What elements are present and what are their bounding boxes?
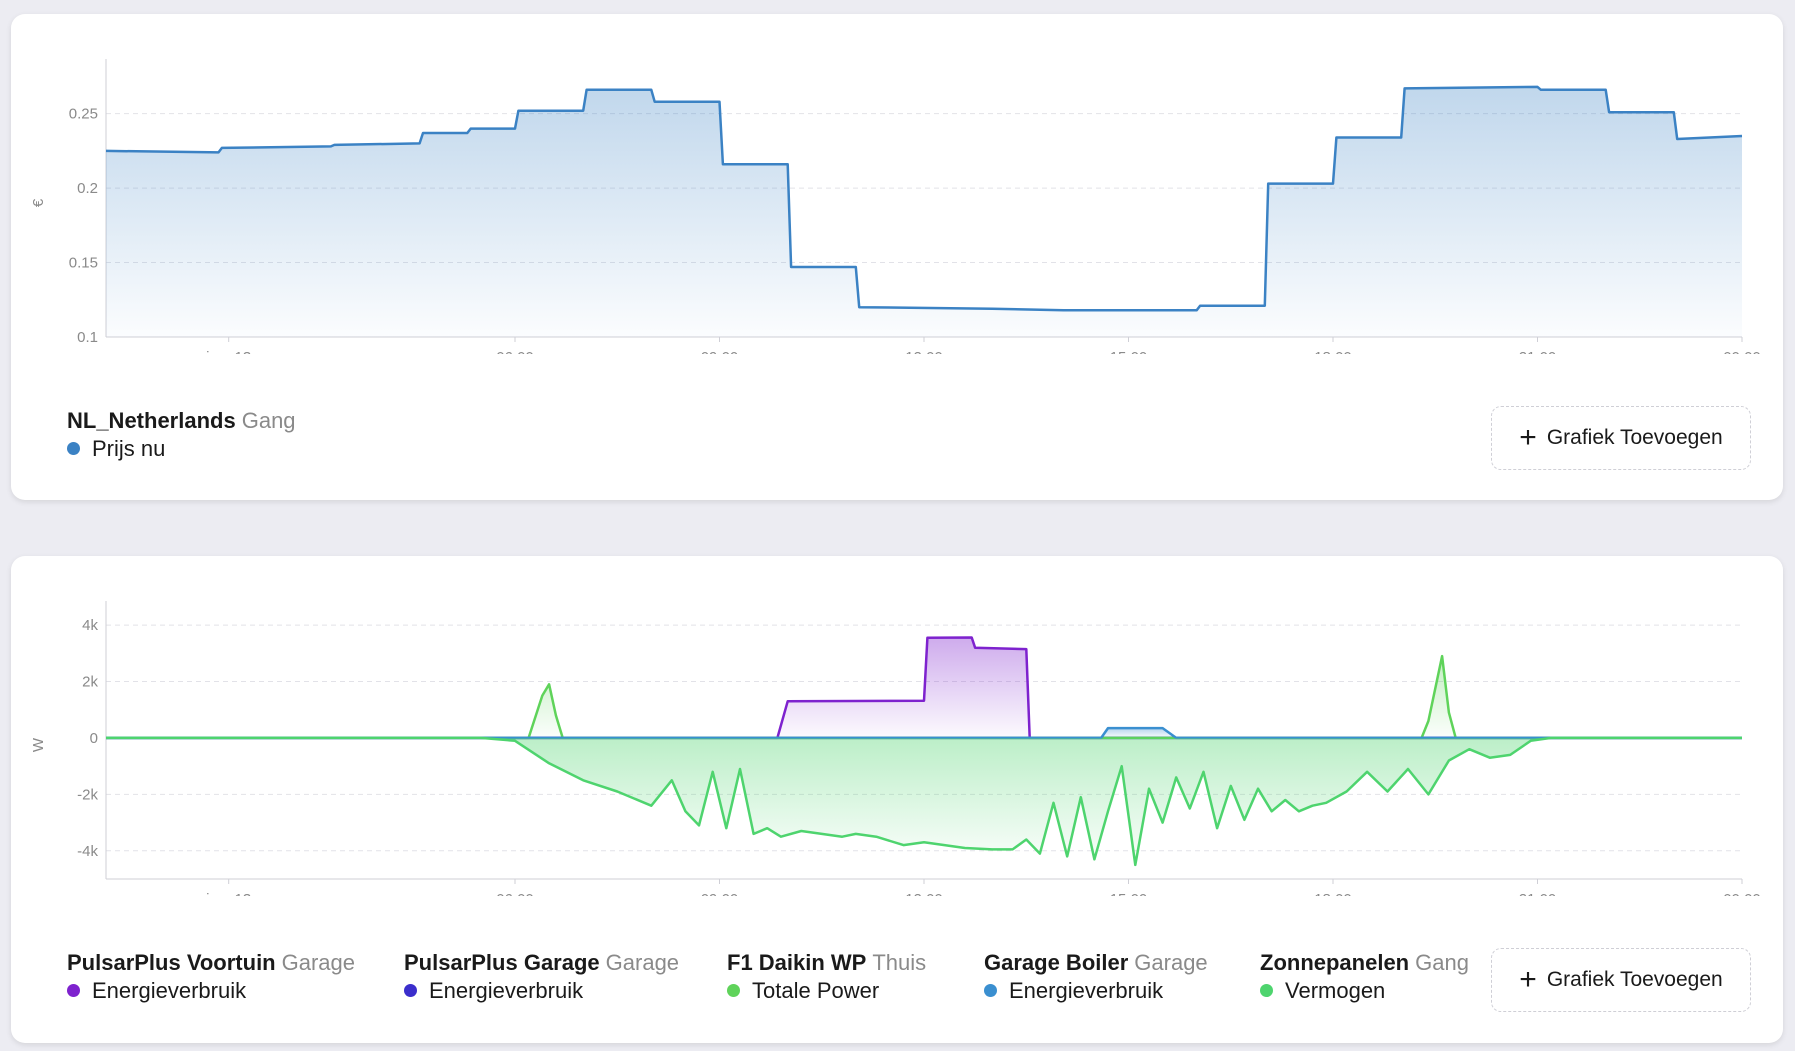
legend-dot-icon bbox=[67, 984, 80, 998]
legend-title: PulsarPlus Voortuin Garage bbox=[67, 950, 355, 976]
legend-area-name: Thuis bbox=[872, 950, 927, 975]
legend-area-name: Gang bbox=[241, 408, 296, 433]
legend-entity-name: NL_Netherlands bbox=[67, 408, 236, 433]
legend-item[interactable]: Energieverbruik bbox=[984, 978, 1208, 1004]
x-tick-label: 15:00 bbox=[1110, 891, 1148, 896]
legend-title: F1 Daikin WP Thuis bbox=[727, 950, 926, 976]
legend-group[interactable]: Garage Boiler Garage Energieverbruik bbox=[984, 950, 1208, 1004]
series-area bbox=[106, 637, 1742, 738]
legend-dot-icon bbox=[67, 442, 80, 456]
legend-title: Zonnepanelen Gang bbox=[1260, 950, 1469, 976]
series-line bbox=[106, 736, 1742, 867]
add-graph-button[interactable]: + Grafiek Toevoegen bbox=[1491, 948, 1751, 1012]
plus-icon: + bbox=[1519, 963, 1537, 996]
x-tick-label: 00:00 bbox=[1723, 349, 1761, 354]
y-tick-label: 0.2 bbox=[77, 180, 98, 197]
x-tick-label: 09:00 bbox=[701, 891, 739, 896]
power-chart[interactable]: -4k -2k 0 2k 4k jun. 13 06:00 09:00 12:00 15:00 18… bbox=[11, 556, 1783, 896]
legend-area-name: Garage bbox=[605, 950, 680, 975]
x-tick-label: jun. 13 bbox=[205, 891, 251, 896]
legend-item-label: Energieverbruik bbox=[92, 978, 247, 1003]
price-chart-card: 0.1 0.15 0.2 0.25 jun. 13 06:00 09:00 12:00 15:0… bbox=[11, 14, 1783, 500]
legend-item-label: Totale Power bbox=[752, 978, 880, 1003]
y-tick-label: 0.1 bbox=[77, 329, 98, 346]
legend-item[interactable]: Energieverbruik bbox=[67, 978, 355, 1004]
series-line bbox=[106, 726, 1742, 740]
x-tick-label: jun. 13 bbox=[205, 349, 251, 354]
legend-title: PulsarPlus Garage Garage bbox=[404, 950, 679, 976]
x-tick-label: 15:00 bbox=[1110, 349, 1148, 354]
x-tick-label: 21:00 bbox=[1519, 891, 1557, 896]
legend-group[interactable]: Zonnepanelen Gang Vermogen bbox=[1260, 950, 1469, 1004]
y-tick-label: 0.25 bbox=[69, 106, 98, 123]
legend-dot-icon bbox=[984, 984, 997, 998]
legend-group[interactable]: NL_Netherlands Gang Prijs nu bbox=[67, 408, 296, 462]
y-tick-label: -2k bbox=[77, 786, 98, 803]
series-line bbox=[105, 85, 1743, 312]
legend-dot-icon bbox=[727, 984, 740, 998]
legend-entity-name: Garage Boiler bbox=[984, 950, 1129, 975]
legend-dot-icon bbox=[1260, 984, 1273, 998]
legend-group[interactable]: PulsarPlus Voortuin Garage Energieverbruik bbox=[67, 950, 355, 1004]
add-graph-label: Grafiek Toevoegen bbox=[1546, 968, 1723, 991]
legend-title: Garage Boiler Garage bbox=[984, 950, 1208, 976]
x-tick-label: 18:00 bbox=[1314, 349, 1352, 354]
legend-entity-name: PulsarPlus Voortuin bbox=[67, 950, 276, 975]
y-tick-label: 0.15 bbox=[69, 255, 98, 272]
series-area bbox=[106, 737, 1742, 865]
legend-area-name: Gang bbox=[1415, 950, 1469, 975]
x-tick-label: 12:00 bbox=[905, 349, 943, 354]
legend-group[interactable]: PulsarPlus Garage Garage Energieverbruik bbox=[404, 950, 679, 1004]
x-tick-label: 09:00 bbox=[701, 349, 739, 354]
legend-item[interactable]: Vermogen bbox=[1260, 978, 1469, 1004]
power-chart-card: -4k -2k 0 2k 4k jun. 13 06:00 09:00 12:00 15:00 18… bbox=[11, 556, 1783, 1043]
legend-item-label: Vermogen bbox=[1285, 978, 1386, 1003]
add-graph-button[interactable]: + Grafiek Toevoegen bbox=[1491, 406, 1751, 470]
legend-item[interactable]: Prijs nu bbox=[67, 436, 296, 462]
price-chart[interactable]: 0.1 0.15 0.2 0.25 jun. 13 06:00 09:00 12:00 15:0… bbox=[11, 14, 1783, 354]
y-tick-label: 2k bbox=[82, 674, 98, 691]
legend-entity-name: Zonnepanelen bbox=[1260, 950, 1410, 975]
add-graph-label: Grafiek Toevoegen bbox=[1546, 426, 1723, 449]
legend-entity-name: F1 Daikin WP bbox=[727, 950, 867, 975]
x-tick-label: 06:00 bbox=[496, 349, 534, 354]
x-tick-label: 00:00 bbox=[1723, 891, 1761, 896]
legend-area-name: Garage bbox=[1134, 950, 1208, 975]
y-tick-label: -4k bbox=[77, 843, 98, 860]
x-tick-label: 06:00 bbox=[496, 891, 534, 896]
legend-entity-name: PulsarPlus Garage bbox=[404, 950, 600, 975]
legend-area-name: Garage bbox=[281, 950, 356, 975]
legend-item[interactable]: Totale Power bbox=[727, 978, 926, 1004]
x-tick-label: 21:00 bbox=[1519, 349, 1557, 354]
legend-item[interactable]: Energieverbruik bbox=[404, 978, 679, 1004]
y-axis-unit: € bbox=[30, 198, 47, 207]
legend-item-label: Energieverbruik bbox=[1009, 978, 1164, 1003]
legend-dot-icon bbox=[404, 984, 417, 998]
series-area bbox=[106, 86, 1742, 338]
plus-icon: + bbox=[1519, 421, 1537, 454]
legend-item-label: Prijs nu bbox=[92, 436, 166, 461]
legend-group[interactable]: F1 Daikin WP Thuis Totale Power bbox=[727, 950, 926, 1004]
x-tick-label: 12:00 bbox=[905, 891, 943, 896]
x-tick-label: 18:00 bbox=[1314, 891, 1352, 896]
legend-title: NL_Netherlands Gang bbox=[67, 408, 296, 434]
y-tick-label: 0 bbox=[90, 730, 98, 747]
y-axis-unit: W bbox=[30, 737, 47, 752]
legend-item-label: Energieverbruik bbox=[429, 978, 584, 1003]
series-line bbox=[106, 636, 1742, 740]
y-tick-label: 4k bbox=[82, 617, 98, 634]
